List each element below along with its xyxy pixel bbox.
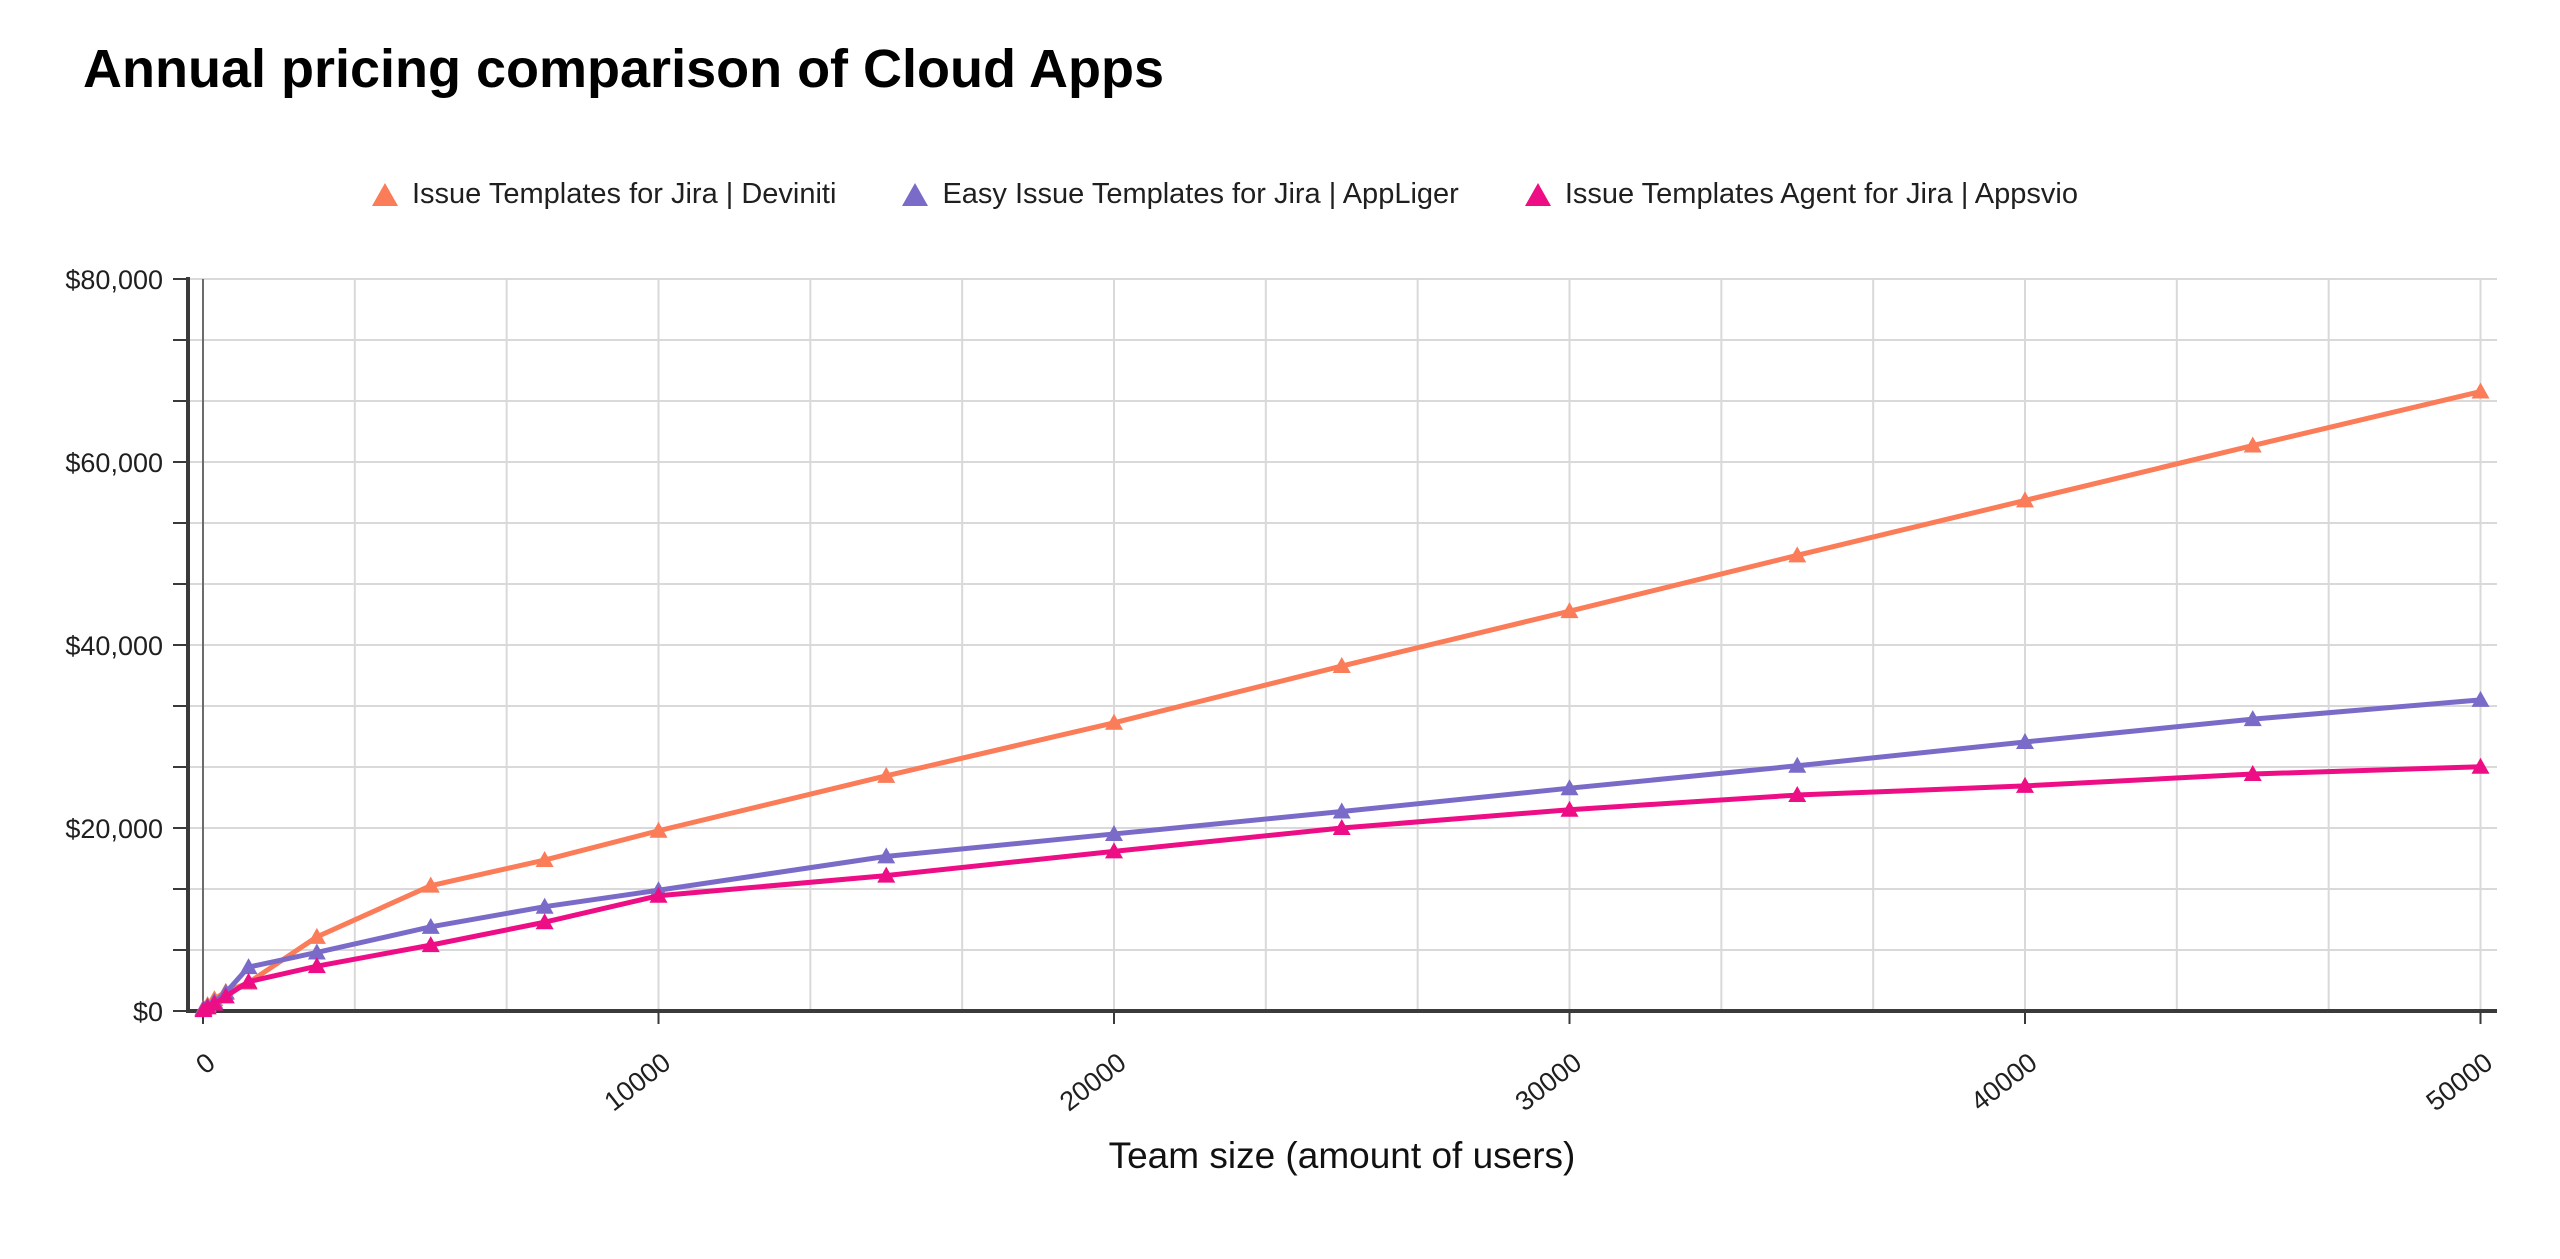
data-point-marker: [307, 927, 326, 944]
data-point-marker: [535, 897, 554, 914]
data-point-marker: [1105, 824, 1123, 841]
data-point-marker: [421, 917, 440, 934]
data-point-marker: [2471, 757, 2490, 774]
legend-item-label: Easy Issue Templates for Jira | AppLiger: [942, 178, 1459, 210]
data-point-marker: [1560, 602, 1579, 619]
data-point-marker: [2016, 776, 2034, 793]
data-point-marker: [1788, 546, 1807, 563]
data-point-marker: [877, 847, 896, 864]
y-tick-label: $60,000: [65, 448, 163, 478]
data-point-marker: [649, 821, 668, 838]
legend-item[interactable]: Easy Issue Templates for Jira | AppLiger: [902, 178, 1459, 211]
y-tick-label: $80,000: [65, 265, 163, 295]
data-point-marker: [1788, 786, 1807, 803]
data-point-marker: [1560, 779, 1579, 796]
data-point-marker: [877, 866, 896, 883]
data-point-marker: [2471, 690, 2490, 707]
legend-item-label: Issue Templates Agent for Jira | Appsvio: [1564, 178, 2078, 210]
data-point-marker: [2016, 732, 2034, 749]
data-point-marker: [535, 851, 554, 868]
data-point-marker: [1560, 800, 1579, 817]
chart-legend: Issue Templates for Jira | Deviniti Easy …: [0, 178, 2450, 211]
y-tick-label: $20,000: [65, 814, 163, 844]
data-point-marker: [2016, 491, 2034, 508]
legend-item[interactable]: Issue Templates for Jira | Deviniti: [372, 178, 836, 211]
x-tick-label: 30000: [1510, 1047, 1588, 1117]
data-point-marker: [2243, 436, 2262, 453]
data-point-marker: [877, 766, 896, 783]
data-point-marker: [1788, 756, 1807, 773]
data-point-marker: [2471, 382, 2490, 399]
data-point-marker: [205, 994, 224, 1011]
x-tick-label: 50000: [2421, 1047, 2499, 1117]
chart-title: Annual pricing comparison of Cloud Apps: [83, 39, 1165, 99]
data-point-marker: [2243, 710, 2262, 727]
data-point-marker: [1105, 713, 1123, 730]
legend-item-label: Issue Templates for Jira | Deviniti: [412, 178, 837, 210]
data-point-marker: [1332, 819, 1351, 835]
data-point-marker: [1332, 657, 1351, 674]
data-point-marker: [307, 943, 326, 960]
triangle-marker-icon: [902, 183, 929, 206]
x-tick-label: 20000: [1054, 1047, 1132, 1117]
data-point-marker: [216, 987, 235, 1004]
data-point-marker: [535, 913, 554, 930]
data-point-marker: [307, 957, 326, 974]
y-tick-label: $40,000: [65, 631, 163, 661]
triangle-marker-icon: [372, 183, 398, 206]
y-tick-label: $0: [133, 997, 163, 1027]
data-point-marker: [1332, 802, 1351, 819]
data-point-marker: [2243, 765, 2262, 782]
data-point-marker: [421, 936, 440, 953]
x-axis-title: Team size (amount of users): [1108, 1135, 1576, 1176]
x-tick-label: 40000: [1965, 1047, 2043, 1117]
data-point-marker: [239, 972, 258, 989]
data-point-marker: [1105, 842, 1123, 859]
legend-item[interactable]: Issue Templates Agent for Jira | Appsvio: [1524, 178, 2078, 211]
data-point-marker: [421, 876, 440, 893]
triangle-marker-icon: [1524, 183, 1551, 206]
x-tick-label: 10000: [599, 1047, 677, 1117]
data-point-marker: [239, 958, 258, 975]
data-point-marker: [649, 886, 668, 903]
x-tick-label: 0: [190, 1047, 220, 1080]
